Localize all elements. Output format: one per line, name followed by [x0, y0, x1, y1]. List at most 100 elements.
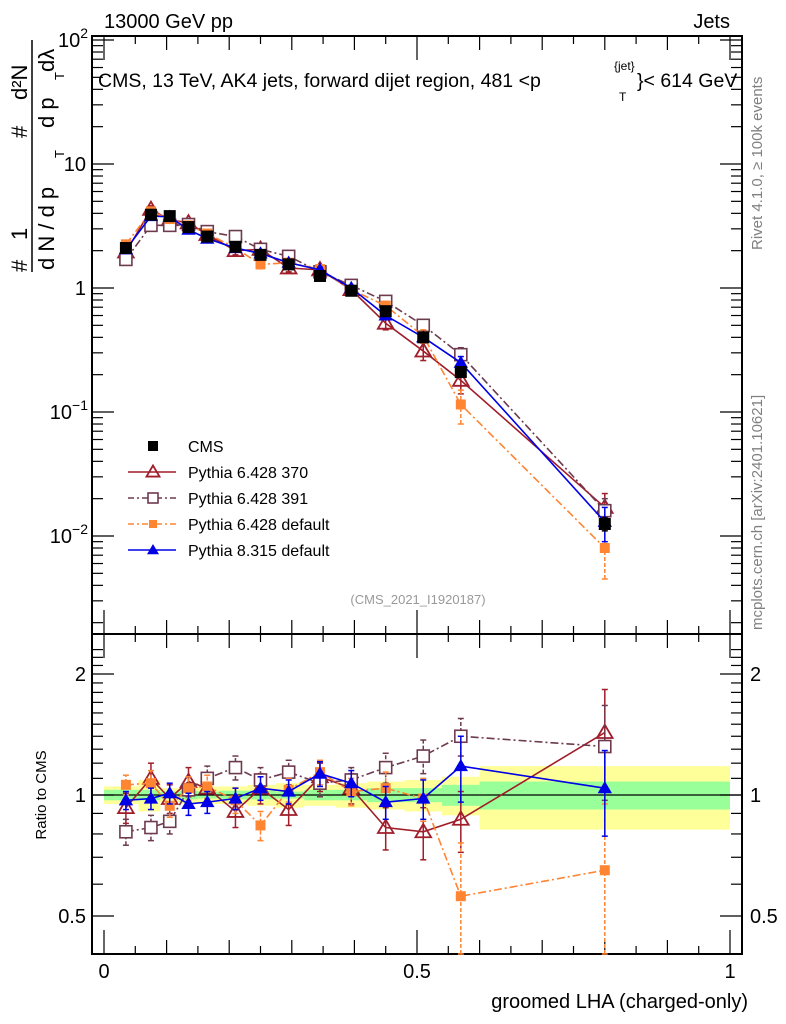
legend-label: Pythia 6.428 default [188, 517, 330, 534]
ratio-data-point [281, 765, 296, 779]
ylabel-den2: d p [34, 97, 59, 128]
main-data-point [182, 221, 195, 234]
main-data-point [345, 284, 358, 297]
main-data-point [282, 258, 295, 271]
legend-label: Pythia 8.315 default [188, 543, 330, 560]
main-y-axis-label: # 1 d N / d p T # d²N d p T dλ [7, 40, 67, 272]
x-tick-label: 0 [98, 961, 109, 983]
ratio-data-point [597, 780, 612, 794]
main-axes: 102 10 1 10−1 10−2 [50, 25, 742, 634]
main-ytick-label: 10−1 [50, 397, 88, 424]
ratio-data-point [312, 766, 328, 779]
legend-marker [147, 544, 159, 555]
ratio-ytick-label-left: 2 [75, 664, 86, 686]
ratio-data-point [253, 780, 268, 794]
title-main: CMS, 13 TeV, AK4 jets, forward dijet reg… [98, 70, 541, 92]
ratio-ytick-label-right: 2 [750, 664, 761, 686]
main-data-point [454, 366, 467, 379]
ratio-data-point [416, 791, 431, 804]
main-data-point [119, 242, 132, 255]
legend-marker [147, 492, 159, 504]
x-tick-label: 1 [724, 961, 735, 983]
ratio-data-point [599, 865, 610, 876]
ylabel-num1: 1 [7, 228, 32, 240]
main-data-point [453, 355, 469, 368]
main-series-line [125, 208, 606, 509]
ratio-data-point [344, 775, 359, 789]
x-axis-label: groomed LHA (charged-only) [491, 991, 748, 1013]
ratio-data-point [119, 824, 133, 839]
ratio-data-point [281, 784, 296, 797]
ratio-data-point [413, 822, 433, 839]
legend-item: Pythia 6.428 default [128, 517, 330, 534]
mcplots-label: mcplots.cern.ch [arXiv:2401.10621] [749, 395, 766, 630]
header-right: Jets [693, 11, 730, 33]
main-data-point [455, 399, 466, 410]
main-ytick-label: 10−2 [50, 521, 88, 548]
ratio-data-point [378, 794, 393, 808]
legend-marker [148, 441, 158, 451]
title-sup: {jet} [614, 59, 635, 73]
ratio-data-point [279, 799, 299, 816]
main-data-point [376, 313, 396, 330]
ratio-data-point [255, 820, 266, 831]
ylabel-num2: d²N [7, 65, 32, 100]
ratio-data-point [202, 781, 213, 792]
main-data-point [201, 230, 214, 243]
plot-title: CMS, 13 TeV, AK4 jets, forward dijet reg… [98, 59, 737, 104]
ratio-data-point [376, 817, 396, 834]
main-data-point [451, 370, 471, 387]
main-data-point [229, 240, 242, 253]
ratio-data-point [416, 749, 431, 763]
legend-marker [144, 463, 162, 478]
legend-item: Pythia 8.315 default [128, 543, 330, 560]
x-tick-label: 0.5 [403, 961, 431, 983]
title-sub: T [619, 90, 627, 104]
ratio-axes: 2 2 1 1 0.5 0.5 0 0.5 1 [58, 634, 778, 983]
ylabel-hash1: # [7, 259, 32, 272]
ylabel-hash2: # [7, 125, 32, 138]
main-data-point [255, 259, 266, 270]
analysis-watermark: (CMS_2021_I1920187) [350, 592, 485, 607]
ratio-data-point [451, 809, 471, 826]
title-post: }< 614 GeV [637, 70, 737, 92]
ratio-uncertainty-bands [104, 766, 730, 830]
ylabel-sub2: T [52, 72, 67, 80]
ylabel-sub1: T [52, 150, 67, 158]
ratio-ytick-label-right: 0.5 [750, 906, 778, 928]
ratio-data-point [144, 820, 158, 835]
ratio-data-point [118, 793, 134, 806]
ratio-data-point [455, 891, 466, 902]
ratio-data-point [162, 786, 177, 799]
legend-label: CMS [188, 439, 224, 456]
main-data-point [598, 517, 611, 530]
ratio-data-point [164, 800, 175, 811]
ylabel-den2b: dλ [34, 49, 59, 72]
ratio-data-point [183, 783, 194, 794]
main-data-point [144, 208, 157, 221]
main-data-point [417, 331, 430, 344]
ratio-data-point [226, 801, 245, 818]
main-data-point [119, 252, 133, 267]
main-data-point [163, 210, 176, 223]
ratio-data-point [181, 796, 196, 809]
legend: CMS Pythia 6.428 370 Pythia 6.428 391 Pythi… [128, 439, 330, 560]
legend-label: Pythia 6.428 391 [188, 491, 308, 508]
main-ytick-label: 1 [75, 278, 86, 300]
legend-item: Pythia 6.428 391 [128, 491, 308, 508]
ratio-ytick-label-left: 1 [75, 785, 86, 807]
main-data-point [313, 269, 326, 282]
title-pre: CMS, 13 TeV, AK4 jets, forward dijet reg… [98, 70, 541, 92]
main-series-layer [116, 199, 615, 580]
main-data-point [599, 543, 610, 554]
legend-marker [149, 520, 157, 528]
rivet-label: Rivet 4.1.0, ≥ 100k events [749, 77, 766, 250]
ratio-data-point [116, 798, 136, 815]
ratio-data-point [145, 778, 156, 789]
ratio-data-point [453, 758, 469, 772]
ratio-series-layer [116, 688, 615, 955]
ratio-series-line [125, 771, 605, 898]
ylabel-den1: d N / d p [34, 187, 59, 270]
ratio-data-point [120, 779, 131, 790]
